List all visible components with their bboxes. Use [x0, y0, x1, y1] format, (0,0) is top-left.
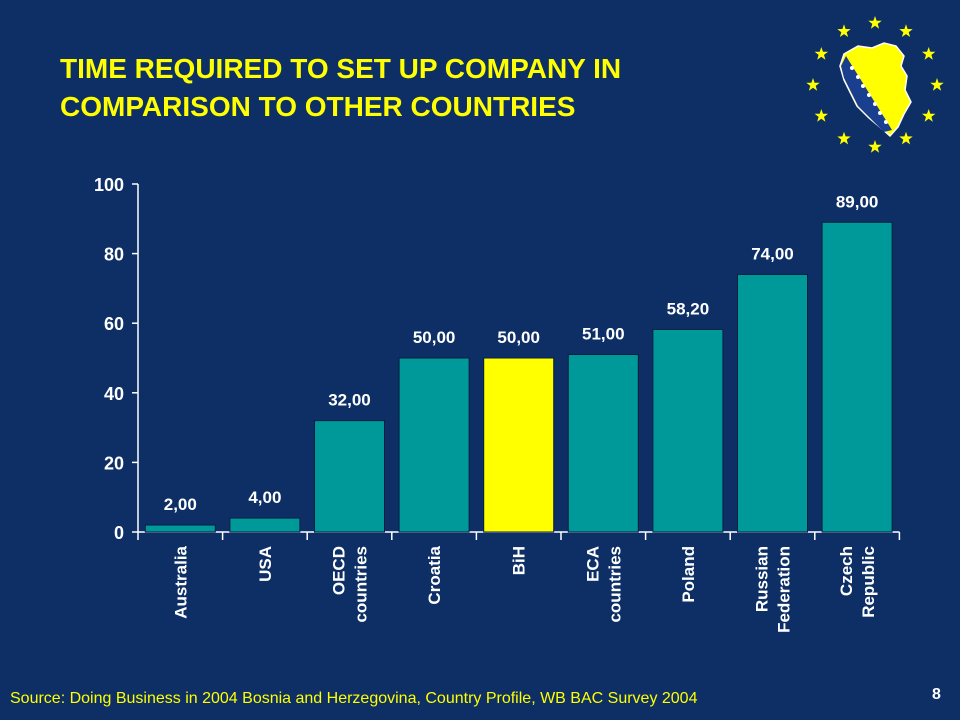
bar — [652, 328, 724, 533]
bar-value-label: 2,00 — [164, 495, 197, 514]
x-category-label-line: ECA — [583, 546, 602, 582]
bar-value-label: 50,00 — [413, 328, 456, 347]
x-category-label-line: USA — [256, 546, 275, 582]
y-tick-label: 0 — [114, 523, 124, 543]
x-category-label: BiH — [510, 546, 529, 575]
x-category-label-line: OECD — [330, 546, 349, 595]
x-category-label: OECD countries — [330, 546, 371, 623]
y-tick-label: 20 — [104, 453, 124, 473]
bar — [737, 273, 808, 533]
x-category-label-line: Federation — [775, 546, 794, 633]
x-category-label: Czech Republic — [837, 546, 878, 618]
eu-star-icon — [837, 131, 851, 145]
bar — [229, 517, 301, 533]
x-category-label-line: Poland — [679, 546, 698, 603]
x-category-label-line: Croatia — [425, 545, 444, 604]
bar — [398, 357, 470, 533]
eu-star-icon — [837, 24, 851, 37]
bih-map-icon — [839, 42, 912, 138]
bar-value-label: 50,00 — [497, 328, 540, 347]
bar-value-label: 89,00 — [836, 192, 879, 211]
eu-star-ring — [806, 16, 944, 153]
eu-star-icon — [814, 47, 828, 60]
y-tick-label: 40 — [104, 384, 124, 404]
bar-value-label: 32,00 — [328, 391, 371, 410]
slide-title: TIME REQUIRED TO SET UP COMPANY IN COMPA… — [60, 50, 780, 126]
x-category-label: Australia — [171, 545, 190, 618]
bar — [483, 357, 555, 533]
bar — [567, 354, 639, 533]
bar-value-label: 74,00 — [751, 244, 794, 263]
page-number: 8 — [932, 686, 941, 703]
x-category-label: ECA countries — [583, 546, 624, 623]
y-tick-label: 60 — [104, 314, 124, 334]
bar — [314, 420, 385, 533]
eu-star-icon — [868, 140, 882, 153]
x-category-label-line: Czech — [837, 546, 856, 596]
x-category-label: USA — [256, 546, 275, 582]
bar-value-label: 4,00 — [248, 488, 281, 507]
eu-star-icon — [806, 78, 820, 91]
x-category-label-line: countries — [605, 546, 624, 623]
x-category-label-line: Australia — [171, 545, 190, 618]
eu-star-icon — [922, 47, 936, 60]
y-tick-label: 100 — [94, 175, 124, 195]
slide-title-line-2: COMPARISON TO OTHER COUNTRIES — [60, 91, 576, 122]
x-category-label-line: Russian — [753, 546, 772, 612]
source-note: Source: Doing Business in 2004 Bosnia an… — [10, 690, 698, 707]
eu-star-icon — [868, 16, 882, 29]
x-category-label-line: Republic — [859, 546, 878, 618]
bar-value-label: 51,00 — [582, 325, 625, 344]
bih-flag-stars — [850, 66, 888, 124]
x-category-label: Russian Federation — [753, 546, 794, 633]
chart-bars — [144, 221, 893, 533]
eu-star-icon — [930, 78, 944, 91]
bar — [821, 221, 893, 533]
y-tick-label: 80 — [104, 245, 124, 265]
x-category-label: Croatia — [425, 545, 444, 604]
eu-bih-flag-logo — [806, 16, 944, 153]
eu-star-icon — [899, 131, 913, 145]
bar — [144, 524, 216, 533]
bar-value-label: 58,20 — [667, 299, 710, 318]
x-category-label-line: countries — [352, 546, 371, 623]
eu-star-icon — [814, 109, 828, 122]
eu-star-icon — [899, 24, 913, 37]
x-category-label: Poland — [679, 546, 698, 603]
slide-title-line-1: TIME REQUIRED TO SET UP COMPANY IN — [60, 53, 622, 84]
x-category-label-line: BiH — [510, 546, 529, 575]
eu-star-icon — [922, 109, 936, 122]
